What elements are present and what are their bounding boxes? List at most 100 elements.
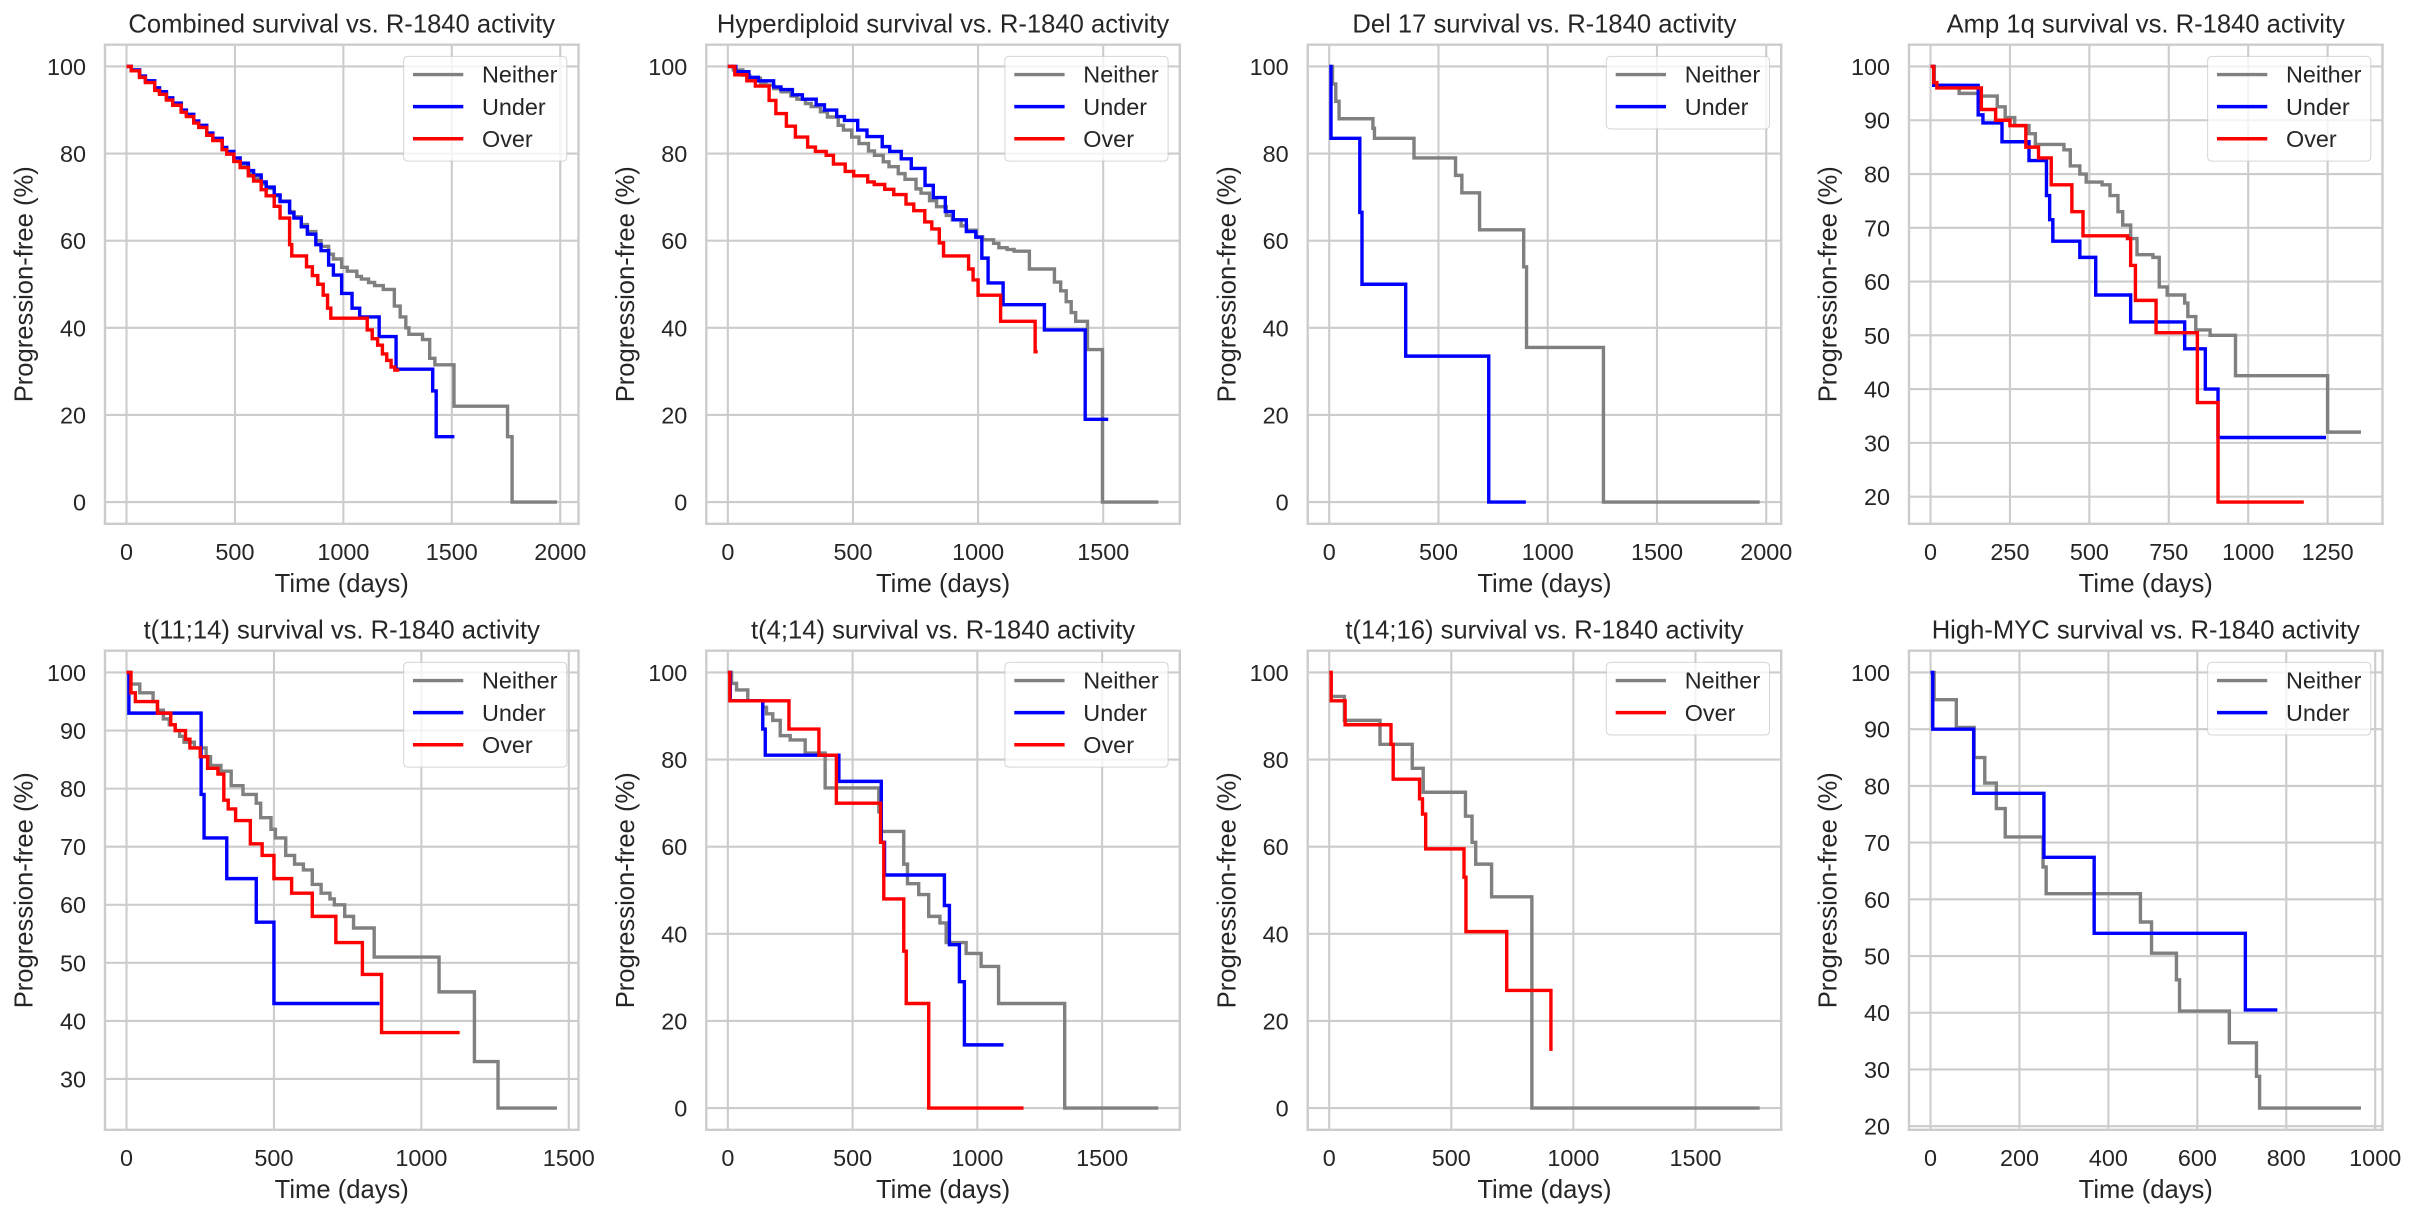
- svg-text:Over: Over: [1083, 732, 1134, 758]
- svg-text:1000: 1000: [395, 1145, 447, 1171]
- svg-text:20: 20: [1864, 1114, 1890, 1140]
- svg-text:400: 400: [2089, 1145, 2128, 1171]
- svg-text:100: 100: [1250, 54, 1289, 80]
- svg-text:20: 20: [661, 1008, 687, 1034]
- svg-text:100: 100: [1250, 660, 1289, 686]
- svg-text:1500: 1500: [1077, 539, 1129, 565]
- svg-text:Neither: Neither: [2286, 62, 2362, 88]
- svg-text:t(14;16) survival vs. R-1840 a: t(14;16) survival vs. R-1840 activity: [1345, 617, 1743, 645]
- svg-text:90: 90: [60, 718, 86, 744]
- svg-text:Over: Over: [1685, 700, 1736, 726]
- svg-text:40: 40: [661, 315, 687, 341]
- svg-text:500: 500: [2070, 539, 2109, 565]
- svg-text:1000: 1000: [1547, 1145, 1599, 1171]
- svg-text:0: 0: [721, 1145, 734, 1171]
- svg-text:Progression-free (%): Progression-free (%): [11, 166, 39, 402]
- svg-text:100: 100: [47, 54, 86, 80]
- svg-text:Time (days): Time (days): [275, 1176, 409, 1204]
- svg-text:80: 80: [1864, 161, 1890, 187]
- svg-text:Hyperdiploid survival vs. R-18: Hyperdiploid survival vs. R-1840 activit…: [717, 11, 1170, 39]
- svg-text:30: 30: [1864, 430, 1890, 456]
- svg-text:40: 40: [1864, 377, 1890, 403]
- svg-text:Under: Under: [2286, 700, 2350, 726]
- svg-text:20: 20: [661, 402, 687, 428]
- svg-text:High-MYC survival vs. R-1840 a: High-MYC survival vs. R-1840 activity: [1932, 617, 2360, 645]
- svg-text:Time (days): Time (days): [2079, 1176, 2213, 1204]
- svg-text:1500: 1500: [1631, 539, 1683, 565]
- svg-text:500: 500: [1419, 539, 1458, 565]
- svg-text:1000: 1000: [2349, 1145, 2401, 1171]
- svg-text:20: 20: [1263, 1008, 1289, 1034]
- svg-text:Over: Over: [482, 732, 533, 758]
- svg-text:70: 70: [1864, 830, 1890, 856]
- svg-text:Under: Under: [1083, 700, 1147, 726]
- svg-text:500: 500: [833, 1145, 872, 1171]
- svg-text:20: 20: [1864, 484, 1890, 510]
- svg-text:20: 20: [60, 402, 86, 428]
- svg-text:1000: 1000: [1522, 539, 1574, 565]
- svg-text:600: 600: [2178, 1145, 2217, 1171]
- svg-text:Progression-free (%): Progression-free (%): [1815, 166, 1843, 402]
- svg-text:0: 0: [1276, 490, 1289, 516]
- svg-text:500: 500: [1432, 1145, 1471, 1171]
- svg-text:90: 90: [1864, 717, 1890, 743]
- svg-text:Under: Under: [2286, 94, 2350, 120]
- svg-text:Combined survival vs. R-1840 a: Combined survival vs. R-1840 activity: [128, 11, 555, 39]
- svg-text:80: 80: [1263, 747, 1289, 773]
- svg-text:Progression-free (%): Progression-free (%): [612, 772, 640, 1008]
- svg-text:800: 800: [2267, 1145, 2306, 1171]
- svg-text:Time (days): Time (days): [876, 1176, 1010, 1204]
- svg-text:1000: 1000: [952, 539, 1004, 565]
- svg-text:0: 0: [1323, 1145, 1336, 1171]
- svg-text:500: 500: [833, 539, 872, 565]
- svg-text:250: 250: [1990, 539, 2029, 565]
- svg-text:2000: 2000: [1740, 539, 1792, 565]
- svg-text:50: 50: [1864, 323, 1890, 349]
- svg-text:80: 80: [60, 141, 86, 167]
- svg-text:Under: Under: [482, 94, 546, 120]
- svg-text:40: 40: [60, 315, 86, 341]
- svg-text:Progression-free (%): Progression-free (%): [1213, 772, 1241, 1008]
- svg-text:70: 70: [1864, 215, 1890, 241]
- svg-text:Progression-free (%): Progression-free (%): [1815, 772, 1843, 1008]
- svg-text:Progression-free (%): Progression-free (%): [1213, 166, 1241, 402]
- svg-text:30: 30: [1864, 1057, 1890, 1083]
- svg-text:Neither: Neither: [1083, 668, 1159, 694]
- svg-text:60: 60: [1263, 834, 1289, 860]
- svg-text:90: 90: [1864, 108, 1890, 134]
- svg-text:Time (days): Time (days): [275, 570, 409, 598]
- svg-text:1500: 1500: [1669, 1145, 1721, 1171]
- svg-text:2000: 2000: [534, 539, 586, 565]
- svg-text:Neither: Neither: [1685, 62, 1761, 88]
- svg-text:0: 0: [120, 1145, 133, 1171]
- svg-text:0: 0: [674, 1096, 687, 1122]
- svg-text:80: 80: [661, 141, 687, 167]
- svg-text:80: 80: [661, 747, 687, 773]
- svg-text:Over: Over: [2286, 126, 2337, 152]
- svg-text:Under: Under: [1685, 94, 1749, 120]
- svg-text:Time (days): Time (days): [876, 570, 1010, 598]
- svg-text:70: 70: [60, 834, 86, 860]
- svg-text:100: 100: [648, 54, 687, 80]
- svg-text:Neither: Neither: [482, 668, 558, 694]
- svg-text:100: 100: [1851, 54, 1890, 80]
- svg-text:Amp 1q survival vs. R-1840 act: Amp 1q survival vs. R-1840 activity: [1947, 11, 2345, 39]
- svg-text:100: 100: [47, 660, 86, 686]
- svg-text:500: 500: [215, 539, 254, 565]
- svg-text:60: 60: [1864, 269, 1890, 295]
- svg-text:Over: Over: [482, 126, 533, 152]
- svg-text:0: 0: [674, 490, 687, 516]
- svg-text:0: 0: [721, 539, 734, 565]
- svg-text:40: 40: [1263, 921, 1289, 947]
- svg-text:500: 500: [254, 1145, 293, 1171]
- svg-text:100: 100: [648, 660, 687, 686]
- svg-text:60: 60: [1864, 887, 1890, 913]
- svg-text:1000: 1000: [317, 539, 369, 565]
- svg-text:1250: 1250: [2302, 539, 2354, 565]
- svg-text:1500: 1500: [1076, 1145, 1128, 1171]
- svg-text:Neither: Neither: [482, 62, 558, 88]
- svg-text:Time (days): Time (days): [1477, 1176, 1611, 1204]
- svg-text:60: 60: [1263, 228, 1289, 254]
- svg-text:40: 40: [1263, 315, 1289, 341]
- svg-text:Neither: Neither: [2286, 668, 2362, 694]
